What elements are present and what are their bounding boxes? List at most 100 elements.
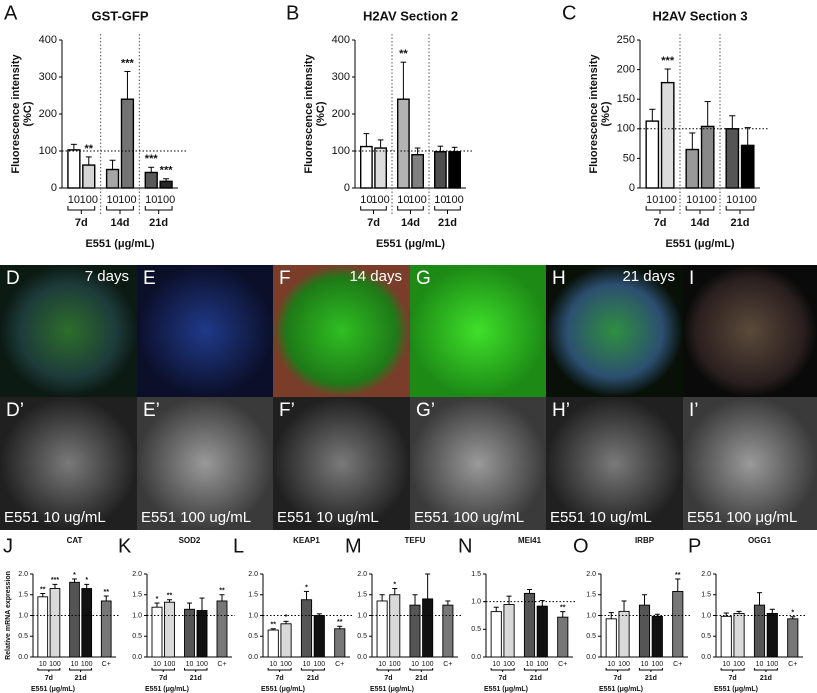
x-tick-label: 10	[641, 661, 649, 668]
panel-label: H’	[552, 400, 570, 421]
x-tick-label: 10	[186, 661, 194, 668]
y-tick-label: 0.0	[357, 654, 367, 661]
panel-label: E’	[143, 400, 160, 421]
caption: E551 100 ug/mL	[141, 509, 251, 526]
panel-label: E	[143, 268, 156, 289]
x-axis-label: E551 (μg/mL)	[261, 686, 305, 693]
bar	[740, 144, 755, 189]
x-tick-label: C+	[217, 661, 226, 668]
group-label: 21d	[760, 675, 772, 682]
bar	[503, 603, 515, 658]
micrograph	[137, 397, 273, 530]
x-tick-label: 100	[659, 194, 677, 206]
bar	[411, 153, 425, 189]
group-label: 7d	[499, 675, 507, 682]
bar	[523, 592, 536, 658]
bar	[67, 149, 81, 189]
chart-title: GST-GFP	[91, 8, 148, 23]
y-tick-label: 0.5	[18, 633, 28, 640]
x-tick-label: 10	[153, 661, 161, 668]
bar	[660, 81, 675, 189]
y-tick-label: 0	[51, 182, 57, 194]
y-tick-label: 0.5	[357, 633, 367, 640]
x-tick-label: 100	[503, 661, 515, 668]
bar	[144, 171, 158, 189]
bar	[448, 151, 462, 189]
y-tick-label: 0.0	[701, 654, 711, 661]
bar	[196, 610, 208, 658]
y-axis-label: (%C)	[600, 101, 612, 126]
x-tick-label: 100	[651, 661, 663, 668]
y-tick-label: 1.0	[248, 612, 258, 619]
y-tick-label: 1.5	[248, 592, 258, 599]
chart-title: MEI41	[518, 536, 542, 545]
x-tick-label: 10	[397, 194, 409, 206]
y-tick-label: 0.0	[18, 654, 28, 661]
x-tick-label: 10	[39, 661, 47, 668]
group-bracket	[645, 206, 675, 214]
group-label: 21d	[149, 217, 168, 229]
group-label: 21d	[530, 675, 542, 682]
x-tick-label: 10	[756, 661, 764, 668]
bar	[672, 590, 684, 658]
y-tick-label: 0.0	[586, 654, 596, 661]
panel-letter: P	[688, 535, 701, 557]
significance: **	[560, 604, 566, 611]
chart-title: H2AV Section 2	[363, 8, 458, 23]
significance: **	[337, 619, 343, 626]
y-tick-label: 0	[629, 182, 635, 194]
x-axis-label: E551 (μg/mL)	[714, 686, 758, 693]
caption: E551 100 ug/mL	[414, 509, 524, 526]
group-label: 21d	[645, 675, 657, 682]
x-tick-label: 100	[739, 194, 757, 206]
y-tick-label: 1.5	[18, 592, 28, 599]
bar	[766, 612, 778, 658]
bar	[159, 180, 173, 189]
significance: **	[399, 48, 408, 60]
micrograph	[273, 397, 410, 530]
x-tick-label: 100	[733, 661, 745, 668]
bar	[490, 611, 502, 658]
bar	[442, 604, 454, 658]
y-tick-label: 300	[39, 71, 57, 83]
y-tick-label: 1.0	[586, 612, 596, 619]
group-label: 21d	[438, 217, 457, 229]
chart-title: SOD2	[179, 536, 201, 545]
x-tick-label: 100	[196, 661, 208, 668]
bar	[300, 599, 313, 658]
group-bracket	[106, 206, 134, 214]
x-tick-label: 100	[157, 194, 175, 206]
y-axis-label: Fluorescence intensity	[10, 54, 22, 174]
group-bracket	[37, 668, 61, 672]
bar	[120, 98, 135, 189]
y-axis-label: Fluorescence intensity	[303, 54, 315, 174]
group-label: 14d	[401, 217, 420, 229]
micrograph	[273, 265, 410, 397]
group-bracket	[144, 206, 173, 214]
group-bracket	[753, 668, 778, 672]
bar	[733, 612, 745, 658]
panel-letter: O	[573, 535, 589, 557]
bar	[37, 596, 49, 658]
bar	[280, 623, 292, 658]
micrograph	[683, 397, 817, 530]
y-tick-label: 200	[332, 108, 350, 120]
bar	[787, 618, 799, 658]
y-axis-label: (%C)	[315, 101, 327, 126]
x-tick-label: 10	[492, 661, 500, 668]
x-tick-label: 10	[145, 194, 157, 206]
x-tick-label: 10	[526, 661, 534, 668]
chart-title: CAT	[67, 536, 83, 545]
significance: **	[104, 589, 110, 596]
bar	[651, 615, 663, 658]
x-tick-label: 100	[618, 661, 630, 668]
y-tick-label: 1.5	[471, 571, 481, 578]
bar	[557, 616, 569, 658]
significance: *	[305, 584, 308, 591]
group-bracket	[725, 206, 755, 214]
group-bracket	[151, 668, 175, 672]
panel-letter: N	[458, 535, 472, 557]
micrograph	[546, 265, 683, 397]
group-bracket	[360, 206, 387, 214]
y-tick-label: 2.0	[248, 571, 258, 578]
